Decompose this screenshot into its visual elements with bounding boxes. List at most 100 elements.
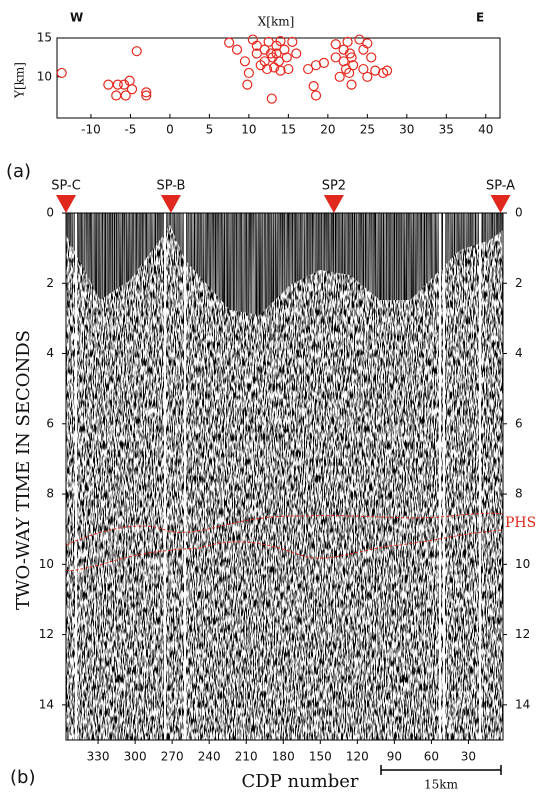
x-axis-label: CDP number xyxy=(241,771,358,792)
hypocenter xyxy=(251,48,262,59)
x-tick-label: 15 xyxy=(281,123,296,137)
y-tick-label: 12 xyxy=(39,627,54,641)
y-tick-label: 12 xyxy=(515,627,530,641)
hypocenter xyxy=(362,38,373,49)
shot-point-label: SP2 xyxy=(322,179,346,194)
hypocenter xyxy=(120,90,131,101)
hypocenter xyxy=(239,56,251,67)
hypocenter xyxy=(366,52,377,63)
east-label: E xyxy=(476,11,484,25)
hypocenter xyxy=(348,60,359,71)
hypocenter xyxy=(261,63,273,75)
hypocenter xyxy=(287,36,298,47)
shot-point-marker xyxy=(56,195,76,213)
y-tick-label: 6 xyxy=(515,416,523,430)
x-axis-label: X[km] xyxy=(258,15,295,29)
y-tick-label: 10 xyxy=(515,557,530,571)
hypocenter xyxy=(338,56,349,67)
shot-point-label: SP-B xyxy=(156,179,185,194)
y-tick-label: 6 xyxy=(46,416,54,430)
hypocenter xyxy=(275,36,286,47)
y-tick-label: 15 xyxy=(37,31,52,45)
shot-point-marker xyxy=(323,195,344,213)
y-tick-label: 2 xyxy=(515,276,523,290)
y-tick-label: 0 xyxy=(515,206,523,220)
shot-point-label: SP-A xyxy=(486,179,515,194)
x-tick-label: 25 xyxy=(360,123,375,137)
y-tick-label: 14 xyxy=(39,697,54,711)
hypocenter xyxy=(308,81,319,92)
x-tick-label: 300 xyxy=(124,750,147,764)
hypocenter xyxy=(259,56,270,67)
x-tick-label: 30 xyxy=(399,123,414,137)
x-tick-label: 40 xyxy=(478,123,493,137)
hypocenter xyxy=(291,48,302,59)
hypocenter xyxy=(251,40,262,51)
x-tick-label: 210 xyxy=(235,750,258,764)
x-tick-label: 150 xyxy=(309,750,332,764)
hypocenter xyxy=(281,52,292,63)
y-tick-label: 14 xyxy=(515,697,530,711)
y-tick-label: 2 xyxy=(46,276,54,290)
y-tick-label: 4 xyxy=(46,346,54,360)
hypocenter xyxy=(334,71,345,82)
hypocenter xyxy=(243,67,254,79)
hypocenter xyxy=(112,79,123,90)
hypocenter xyxy=(141,87,152,98)
y-axis-label: TWO-WAY TIME IN SECONDS xyxy=(13,330,34,610)
y-tick-label: 8 xyxy=(515,487,523,501)
shot-point-marker xyxy=(490,195,511,213)
data-gaps xyxy=(75,213,481,740)
x-tick-label: -10 xyxy=(81,123,101,137)
plot-frame xyxy=(56,37,501,119)
panel-label: (a) xyxy=(6,161,31,182)
scale-bar xyxy=(380,765,502,775)
hypocenter xyxy=(342,36,353,47)
hypocenter xyxy=(56,67,67,79)
hypocenter xyxy=(231,44,243,55)
hypocenter xyxy=(330,52,341,63)
hypocenter xyxy=(310,90,322,101)
x-tick-label: 240 xyxy=(198,750,221,764)
hypocenter xyxy=(283,63,294,75)
y-tick-label: 0 xyxy=(46,206,54,220)
x-tick-label: 120 xyxy=(346,750,369,764)
x-tick-label: 20 xyxy=(320,123,335,137)
hypocenter xyxy=(344,67,355,79)
hypocenter xyxy=(358,63,369,75)
hypocenter xyxy=(318,57,330,68)
y-tick-label: 10 xyxy=(37,69,52,83)
x-tick-label: 60 xyxy=(424,750,439,764)
hypocenter xyxy=(224,37,235,48)
x-tick-label: 5 xyxy=(206,123,214,137)
panel-label: (b) xyxy=(10,767,35,788)
hypocenter xyxy=(279,44,290,55)
x-tick-label: -5 xyxy=(124,123,136,137)
hypocenter xyxy=(381,65,393,76)
x-tick-label: 10 xyxy=(241,123,256,137)
y-tick-label: 4 xyxy=(515,346,523,360)
hypocenter xyxy=(346,79,357,90)
hypocenter xyxy=(330,39,341,50)
phs-outline xyxy=(65,512,504,571)
hypocenter xyxy=(362,71,373,82)
x-tick-label: 180 xyxy=(272,750,295,764)
x-tick-label: 30 xyxy=(461,750,476,764)
hypocenter xyxy=(303,63,314,75)
scale-bar-label: 15km xyxy=(424,778,459,792)
hypocenter xyxy=(275,65,286,76)
hypocenter xyxy=(131,46,142,57)
hypocenter xyxy=(271,48,282,59)
hypocenter xyxy=(266,93,277,104)
x-tick-label: 90 xyxy=(387,750,402,764)
west-label: W xyxy=(70,11,83,25)
x-tick-label: 35 xyxy=(439,123,454,137)
hypocenter xyxy=(346,52,357,63)
x-tick-label: 0 xyxy=(166,123,174,137)
hypocenter xyxy=(242,79,253,90)
shot-point-label: SP-C xyxy=(51,179,81,194)
phs-label: PHS xyxy=(505,515,536,531)
hypocenter xyxy=(126,84,138,95)
y-tick-label: 10 xyxy=(39,557,54,571)
